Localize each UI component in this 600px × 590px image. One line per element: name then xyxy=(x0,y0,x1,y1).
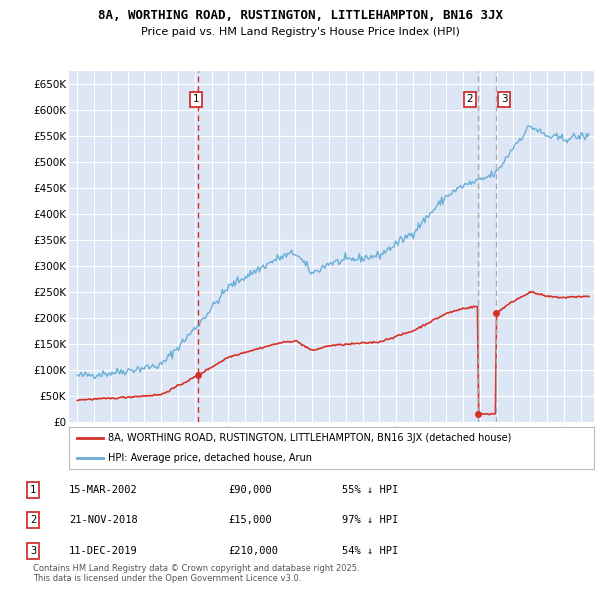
Text: 2: 2 xyxy=(466,94,473,104)
Text: 1: 1 xyxy=(30,485,36,494)
Text: 15-MAR-2002: 15-MAR-2002 xyxy=(69,485,138,494)
Text: 21-NOV-2018: 21-NOV-2018 xyxy=(69,516,138,525)
Text: 3: 3 xyxy=(501,94,508,104)
Text: 8A, WORTHING ROAD, RUSTINGTON, LITTLEHAMPTON, BN16 3JX: 8A, WORTHING ROAD, RUSTINGTON, LITTLEHAM… xyxy=(97,9,503,22)
Text: £210,000: £210,000 xyxy=(228,546,278,556)
Text: 8A, WORTHING ROAD, RUSTINGTON, LITTLEHAMPTON, BN16 3JX (detached house): 8A, WORTHING ROAD, RUSTINGTON, LITTLEHAM… xyxy=(109,434,512,444)
Text: 2: 2 xyxy=(30,516,36,525)
Text: Price paid vs. HM Land Registry's House Price Index (HPI): Price paid vs. HM Land Registry's House … xyxy=(140,27,460,37)
Text: 11-DEC-2019: 11-DEC-2019 xyxy=(69,546,138,556)
Text: 3: 3 xyxy=(30,546,36,556)
Text: HPI: Average price, detached house, Arun: HPI: Average price, detached house, Arun xyxy=(109,454,313,463)
Text: Contains HM Land Registry data © Crown copyright and database right 2025.
This d: Contains HM Land Registry data © Crown c… xyxy=(33,563,359,583)
Text: £15,000: £15,000 xyxy=(228,516,272,525)
Text: £90,000: £90,000 xyxy=(228,485,272,494)
Text: 1: 1 xyxy=(193,94,199,104)
Text: 54% ↓ HPI: 54% ↓ HPI xyxy=(342,546,398,556)
Text: 55% ↓ HPI: 55% ↓ HPI xyxy=(342,485,398,494)
Text: 97% ↓ HPI: 97% ↓ HPI xyxy=(342,516,398,525)
